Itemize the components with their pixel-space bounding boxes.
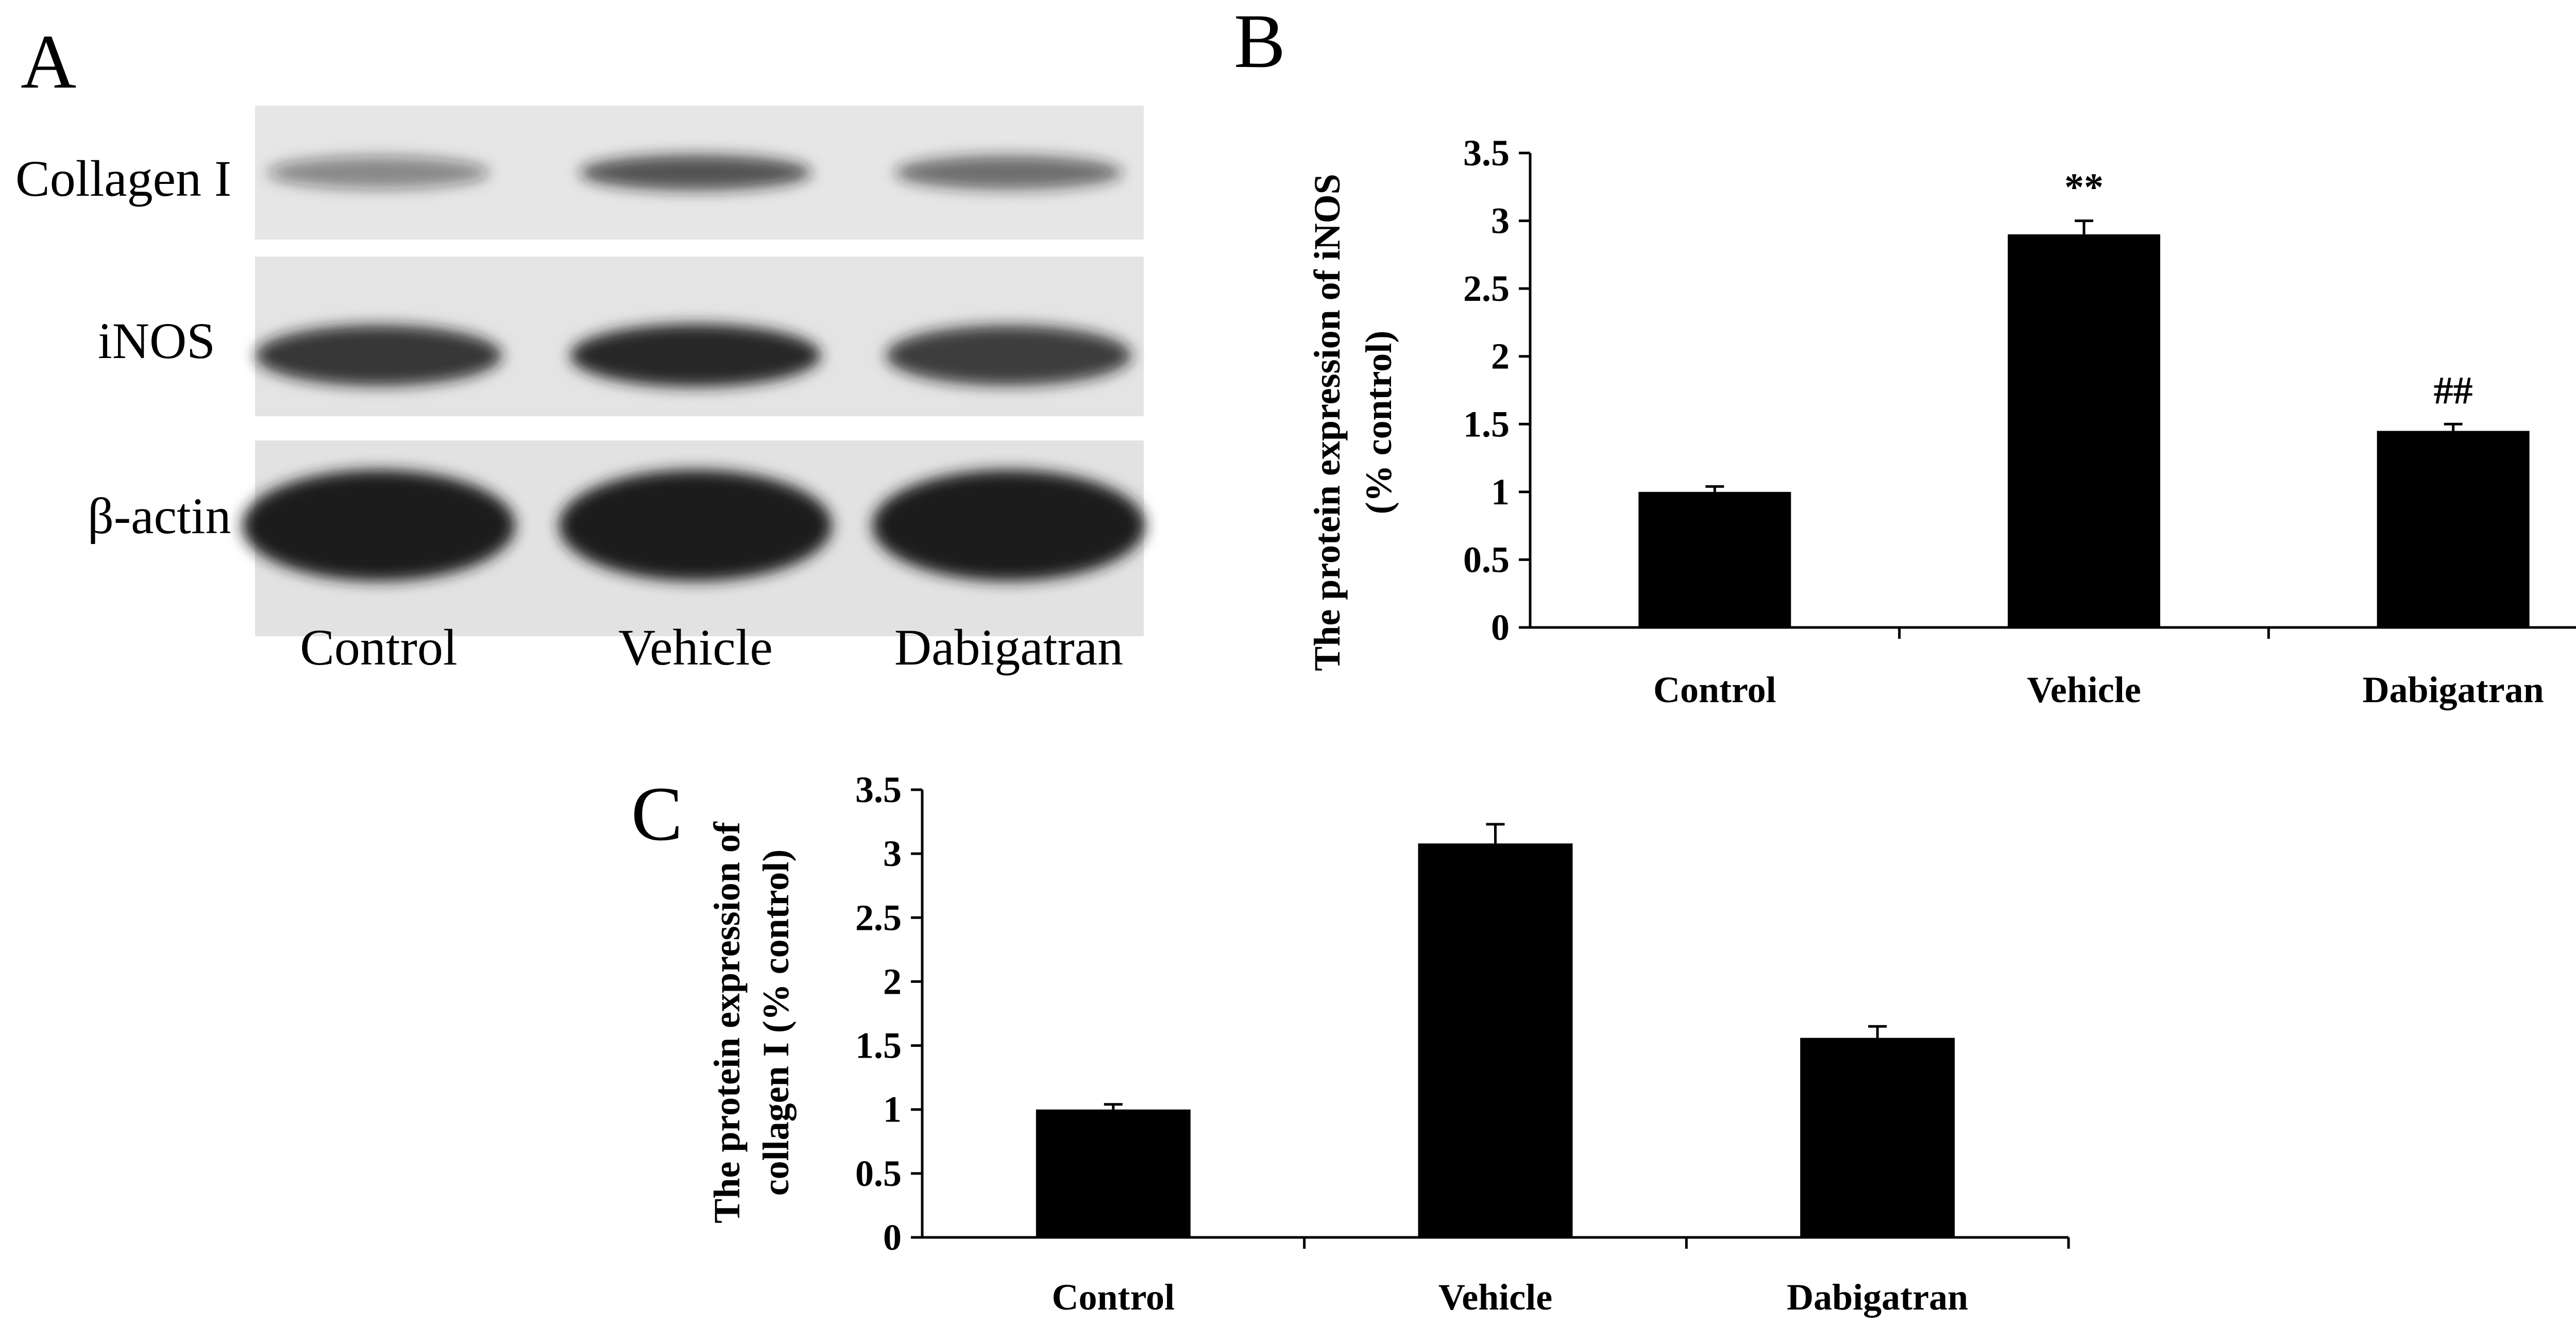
chart-b-category-label-control: Control xyxy=(1653,669,1776,710)
band-actin-vehicle xyxy=(559,470,832,581)
chart-c-y-tick-label: 2 xyxy=(883,961,902,1002)
chart-c-bar-dabigatran xyxy=(1800,1038,1955,1237)
chart-c-y-tick-label: 3 xyxy=(883,833,902,874)
chart-b-y-tick-label: 1 xyxy=(1491,471,1510,513)
chart-c-category-label-vehicle: Vehicle xyxy=(1438,1277,1552,1318)
chart-c-y-tick-label: 3.5 xyxy=(855,769,902,810)
blot-row-label-inos: iNOS xyxy=(98,312,215,369)
chart-b-ylabel-line2: (% control) xyxy=(1358,331,1399,515)
chart-b-significance-dabigatran: ## xyxy=(2434,369,2473,412)
panel-a: A Collagen I iNOS β-actin Control Vehicl… xyxy=(15,19,1145,676)
chart-b-bar-vehicle xyxy=(2008,234,2160,627)
lane-label-dabigatran: Dabigatran xyxy=(894,619,1123,676)
chart-b-y-tick-label: 2.5 xyxy=(1463,268,1510,309)
blot-row-label-actin: β-actin xyxy=(88,487,231,545)
band-collagen-dabigatran xyxy=(895,155,1123,190)
chart-c-ylabel-line1: The protein expression of xyxy=(706,821,748,1223)
lane-label-vehicle: Vehicle xyxy=(618,619,773,676)
band-actin-control xyxy=(242,470,515,581)
chart-c-bar-control xyxy=(1036,1109,1191,1237)
chart-b-category-label-dabigatran: Dabigatran xyxy=(2363,669,2544,710)
chart-c-ylabel-line2: collagen I (% control) xyxy=(755,849,796,1196)
chart-c-y-tick-label: 1.5 xyxy=(855,1025,902,1066)
chart-b-category-label-vehicle: Vehicle xyxy=(2027,669,2141,710)
panel-letter-a: A xyxy=(21,19,76,105)
blot-bands xyxy=(242,155,1145,581)
panel-letter-c: C xyxy=(631,771,683,857)
panel-letter-b: B xyxy=(1234,0,1285,84)
chart-b-y-tick-label: 3 xyxy=(1491,200,1510,242)
chart-c-category-label-dabigatran: Dabigatran xyxy=(1787,1277,1968,1318)
chart-c-y-tick-label: 2.5 xyxy=(855,897,902,938)
chart-b-bar-control xyxy=(1638,491,1791,627)
panel-c: C The protein expression of collagen I (… xyxy=(631,769,2070,1318)
chart-b: The protein expression of iNOS (% contro… xyxy=(1307,132,2576,710)
chart-b-y-tick-label: 1.5 xyxy=(1463,403,1510,445)
lane-label-control: Control xyxy=(300,619,457,676)
band-collagen-vehicle xyxy=(579,155,812,191)
chart-c-y-tick-label: 0 xyxy=(883,1217,902,1258)
chart-c-bar-vehicle xyxy=(1418,843,1573,1237)
chart-b-ylabel-line1: The protein expression of iNOS xyxy=(1307,174,1348,671)
chart-b-y-tick-label: 0.5 xyxy=(1463,539,1510,580)
chart-c-y-tick-label: 0.5 xyxy=(855,1153,902,1194)
band-inos-control xyxy=(255,325,502,386)
chart-c: The protein expression of collagen I (% … xyxy=(706,769,2070,1318)
chart-b-y-tick-label: 2 xyxy=(1491,336,1510,377)
chart-c-y-tick-label: 1 xyxy=(883,1089,902,1130)
panel-b: B The protein expression of iNOS (% cont… xyxy=(1234,0,2576,710)
band-actin-dabigatran xyxy=(872,470,1145,581)
chart-b-significance-vehicle: ** xyxy=(2064,166,2104,209)
band-inos-vehicle xyxy=(570,324,821,387)
band-collagen-control xyxy=(267,156,490,189)
chart-b-y-tick-label: 0 xyxy=(1491,607,1510,648)
chart-b-bar-dabigatran xyxy=(2377,431,2530,627)
chart-c-category-label-control: Control xyxy=(1052,1277,1175,1318)
band-inos-dabigatran xyxy=(886,325,1132,386)
chart-b-y-tick-label: 3.5 xyxy=(1463,132,1510,174)
blot-row-label-collagen: Collagen I xyxy=(15,150,231,207)
